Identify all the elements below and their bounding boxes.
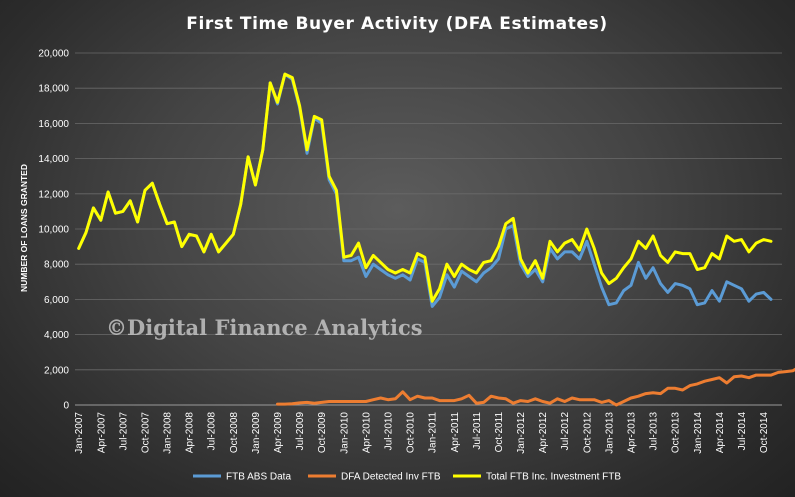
legend-item: Total FTB Inc. Investment FTB	[453, 472, 621, 483]
x-tick-label: Jan-2013	[604, 412, 615, 454]
x-tick-label: Apr-2007	[96, 412, 107, 454]
x-tick-label: Apr-2011	[450, 412, 461, 453]
x-tick-label: Jan-2014	[693, 412, 704, 454]
x-tick-label: Jan-2009	[251, 412, 262, 454]
y-tick-label: 6,000	[44, 295, 69, 306]
x-tick-label: Jul-2014	[737, 412, 748, 451]
x-tick-label: Apr-2008	[185, 412, 196, 454]
x-tick-label: Apr-2012	[538, 412, 549, 454]
x-axis-ticks: Jan-2007 Apr-2007 Jul-2007 Oct-2007 Jan-2008…	[74, 412, 770, 454]
series-line	[77, 72, 773, 303]
legend-label: DFA Detected Inv FTB	[341, 472, 441, 483]
x-tick-label: Jul-2007	[118, 412, 129, 451]
x-tick-label: Jul-2010	[383, 412, 394, 451]
x-tick-label: Apr-2010	[361, 412, 372, 454]
x-tick-label: Oct-2014	[759, 412, 770, 454]
y-tick-label: 18,000	[38, 84, 69, 95]
x-tick-label: Jan-2007	[74, 412, 85, 454]
y-tick-label: 4,000	[44, 330, 69, 341]
y-tick-label: 16,000	[38, 119, 69, 130]
x-tick-label: Oct-2013	[671, 412, 682, 454]
watermark: ©Digital Finance Analytics	[106, 315, 423, 340]
x-tick-label: Jan-2011	[428, 412, 439, 453]
x-tick-label: Oct-2012	[582, 412, 593, 454]
x-tick-label: Jul-2012	[560, 412, 571, 451]
legend-item: DFA Detected Inv FTB	[308, 472, 441, 483]
legend-label: Total FTB Inc. Investment FTB	[486, 472, 621, 483]
y-tick-label: 10,000	[38, 225, 69, 236]
y-tick-label: 0	[63, 401, 69, 412]
x-tick-label: Jan-2010	[339, 412, 350, 454]
series-line	[276, 367, 795, 407]
y-tick-label: 2,000	[44, 365, 69, 376]
x-tick-label: Apr-2013	[627, 412, 638, 454]
x-tick-label: Oct-2011	[494, 412, 505, 453]
x-tick-label: Jan-2012	[516, 412, 527, 454]
x-tick-label: Jul-2013	[649, 412, 660, 451]
x-tick-label: Apr-2014	[715, 412, 726, 454]
y-tick-label: 14,000	[38, 154, 69, 165]
series-line	[77, 72, 773, 308]
y-tick-label: 12,000	[38, 189, 69, 200]
x-tick-label: Oct-2010	[406, 412, 417, 454]
x-tick-label: Jan-2008	[163, 412, 174, 454]
chart-title: First Time Buyer Activity (DFA Estimates…	[186, 14, 607, 34]
x-tick-label: Oct-2007	[140, 412, 151, 454]
y-tick-label: 8,000	[44, 260, 69, 271]
gridlines	[75, 52, 782, 371]
x-tick-label: Oct-2009	[317, 412, 328, 454]
x-tick-label: Oct-2008	[229, 412, 240, 454]
x-tick-label: Jul-2008	[207, 412, 218, 451]
series-lines	[77, 72, 795, 407]
x-tick-label: Jul-2009	[295, 412, 306, 451]
y-axis-label: NUMBER OF LOANS GRANTED	[19, 164, 29, 292]
legend-item: FTB ABS Data	[193, 472, 291, 483]
x-tick-label: Jul-2011	[472, 412, 483, 450]
y-axis-ticks: 0 2,000 4,000 6,000 8,000 10,000 12,000 14,000 1…	[38, 49, 69, 412]
y-tick-label: 20,000	[38, 49, 69, 60]
legend: FTB ABS Data DFA Detected Inv FTB Total FT…	[193, 472, 621, 483]
legend-label: FTB ABS Data	[226, 472, 291, 483]
x-tick-label: Apr-2009	[273, 412, 284, 454]
